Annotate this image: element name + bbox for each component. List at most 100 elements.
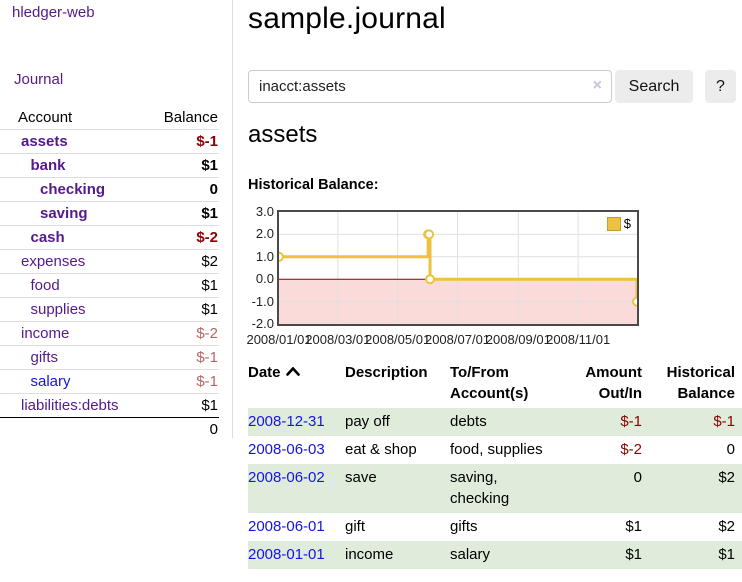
account-balance: $1 <box>201 397 218 414</box>
transaction-amount: $1 <box>560 541 642 569</box>
account-balance: $-1 <box>196 349 218 366</box>
transaction-date-link[interactable]: 2008-12-31 <box>248 413 325 430</box>
x-axis-tick: 2008/11/01 <box>546 332 611 347</box>
register-header-row: Date Description To/From Account(s) Amou… <box>248 360 742 408</box>
accounts-header-account: Account <box>18 109 73 126</box>
account-row: expenses $2 <box>0 249 219 274</box>
accounts-total-row: 0 <box>0 417 219 442</box>
account-balance: $-2 <box>196 229 218 246</box>
sidebar-account-salary[interactable]: salary <box>30 373 71 390</box>
sidebar-account-cash[interactable]: cash <box>30 229 65 246</box>
transaction-accounts: debts <box>450 408 560 436</box>
account-row: saving $1 <box>0 201 219 226</box>
transaction-date-link[interactable]: 2008-06-01 <box>248 518 325 535</box>
x-axis-tick: 2008/09/01 <box>485 332 551 347</box>
sort-ascending-icon <box>285 366 300 376</box>
account-name-cell: saving <box>0 202 149 226</box>
transaction-description: pay off <box>345 408 450 436</box>
account-name-cell: gifts <box>0 346 149 370</box>
transaction-amount: 0 <box>560 464 642 513</box>
account-row: bank $1 <box>0 153 219 178</box>
x-axis-tick: 2008/03/01 <box>305 332 371 347</box>
account-name-cell: food <box>0 274 149 298</box>
chart-plot-area: $ <box>277 210 639 326</box>
sidebar-account-bank[interactable]: bank <box>30 157 66 174</box>
sidebar-account-saving[interactable]: saving <box>40 205 88 222</box>
sidebar-account-assets[interactable]: assets <box>21 133 68 150</box>
account-row: salary $-1 <box>0 369 219 394</box>
legend-label: $ <box>623 216 631 231</box>
transaction-description: gift <box>345 518 366 535</box>
transaction-date-cell: 2008-06-03 <box>248 436 345 464</box>
sidebar-account-food[interactable]: food <box>30 277 60 294</box>
sidebar-account-gifts[interactable]: gifts <box>30 349 59 366</box>
account-name-cell: expenses <box>0 250 149 274</box>
account-row: income $-2 <box>0 321 219 346</box>
account-balance: 0 <box>209 181 218 198</box>
transaction-description: save <box>345 464 450 513</box>
account-row: food $1 <box>0 273 219 298</box>
historical-balance-chart: $ 3.0 2.0 1.0 0.0 -1.0 -2.0 2008/01/01 2008/03/… <box>246 204 742 348</box>
sidebar: hledger-web Journal Account Balance asse… <box>0 0 233 438</box>
y-axis-tick: 3.0 <box>255 204 274 219</box>
account-row: assets $-1 <box>0 129 219 154</box>
sidebar-account-liabilities:debts[interactable]: liabilities:debts <box>21 397 119 414</box>
account-row: cash $-2 <box>0 225 219 250</box>
account-name-cell: salary <box>0 370 149 394</box>
sidebar-account-supplies[interactable]: supplies <box>30 301 86 318</box>
account-heading: assets <box>248 121 318 148</box>
account-name-cell: liabilities:debts <box>0 394 149 418</box>
sidebar-item-journal[interactable]: Journal <box>14 71 64 88</box>
y-axis-tick: -1.0 <box>251 293 274 309</box>
transaction-accounts: salary <box>450 541 560 569</box>
transaction-balance: 0 <box>726 441 735 458</box>
header-amount: Amount Out/In <box>585 364 642 402</box>
account-name-cell: cash <box>0 226 149 250</box>
account-balance: $1 <box>201 301 218 318</box>
transaction-date-link[interactable]: 2008-01-01 <box>248 546 325 563</box>
account-name-cell: checking <box>0 178 149 202</box>
register-row: 2008-06-01 gift gifts $1 $2 <box>248 513 742 541</box>
transaction-balance: $-1 <box>642 408 742 436</box>
transaction-date-cell: 2008-12-31 <box>248 408 345 436</box>
transaction-accounts: food, supplies <box>450 441 543 458</box>
register-row: 2008-06-02 save saving, checking 0 $2 <box>248 464 742 513</box>
header-date[interactable]: Date <box>248 360 345 408</box>
account-balance: $-1 <box>196 133 218 150</box>
sidebar-account-expenses[interactable]: expenses <box>21 253 86 270</box>
account-row: liabilities:debts $1 <box>0 393 219 418</box>
accounts-header-balance: Balance <box>163 109 218 126</box>
y-axis-tick: 2.0 <box>255 226 274 242</box>
y-axis-tick: 0.0 <box>255 271 274 287</box>
sidebar-account-checking[interactable]: checking <box>40 181 106 198</box>
account-balance: $1 <box>201 157 218 174</box>
search-input[interactable] <box>248 70 612 103</box>
app-title-link[interactable]: hledger-web <box>12 4 95 21</box>
help-button[interactable]: ? <box>705 70 736 103</box>
transaction-balance: $1 <box>642 541 742 569</box>
transaction-date-link[interactable]: 2008-06-02 <box>248 469 325 486</box>
transaction-amount: $-1 <box>560 408 642 436</box>
clear-search-icon[interactable]: × <box>592 77 602 94</box>
account-row: checking 0 <box>0 177 219 202</box>
accounts-total-value: 0 <box>209 421 218 438</box>
search-button[interactable]: Search <box>615 70 693 103</box>
page-title: sample.journal <box>248 2 446 35</box>
header-date-label: Date <box>248 364 281 381</box>
transaction-amount: $-2 <box>620 441 642 458</box>
sidebar-account-income[interactable]: income <box>21 325 70 342</box>
account-row: supplies $1 <box>0 297 219 322</box>
transaction-balance: $2 <box>718 518 735 535</box>
header-account: To/From Account(s) <box>450 364 529 402</box>
account-balance: $2 <box>201 253 218 270</box>
transaction-description: eat & shop <box>345 441 417 458</box>
transaction-date-link[interactable]: 2008-06-03 <box>248 441 325 458</box>
search-form: × Search ? <box>248 70 742 103</box>
register-row: 2008-12-31 pay off debts $-1 $-1 <box>248 408 742 436</box>
accounts-table: Account Balance assets $-1 bank $1 checking 0… <box>0 107 219 441</box>
transaction-amount: $1 <box>625 518 642 535</box>
account-balance: $-1 <box>196 373 218 390</box>
transaction-date-cell: 2008-01-01 <box>248 541 345 569</box>
account-name-cell: bank <box>0 154 149 178</box>
transaction-accounts: saving, checking <box>450 464 560 513</box>
